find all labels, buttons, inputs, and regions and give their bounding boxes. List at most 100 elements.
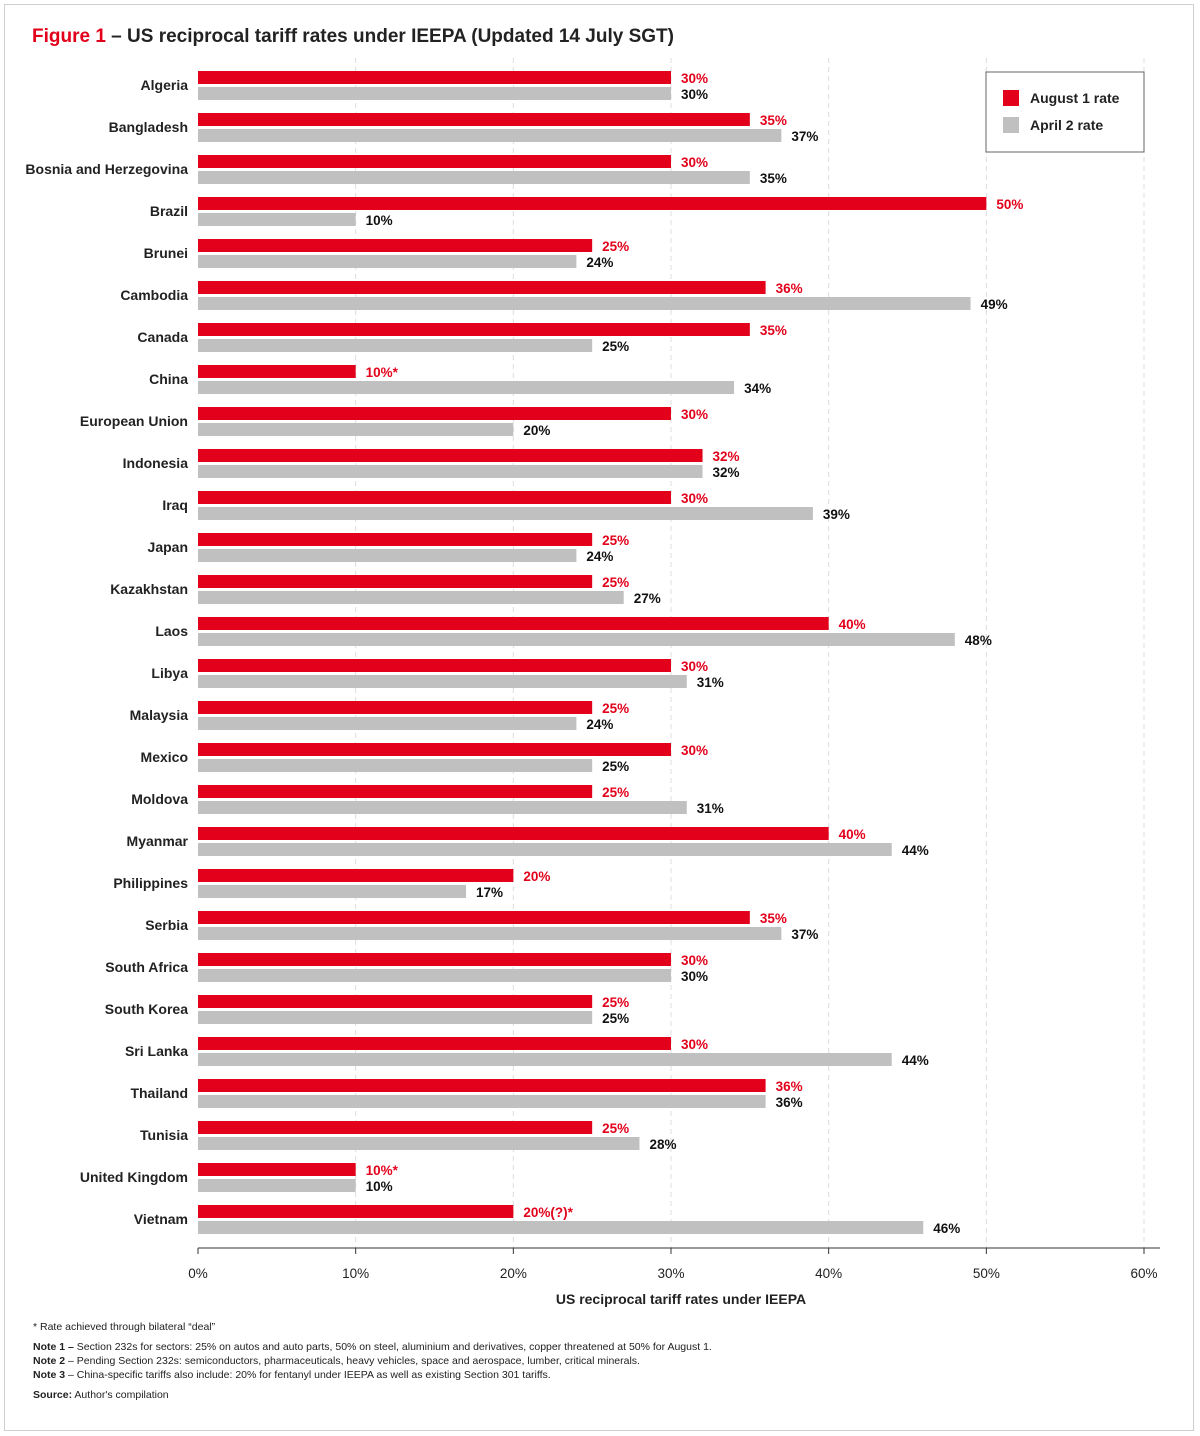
chart-notes: * Rate achieved through bilateral “deal”… [33,1320,712,1402]
data-label-august: 30% [681,407,708,422]
data-label-april: 28% [649,1137,676,1152]
data-label-august: 20%(?)* [523,1205,573,1220]
data-label-april: 44% [902,1053,929,1068]
category-label: Sri Lanka [125,1043,188,1059]
category-label: Mexico [141,749,188,765]
data-label-april: 25% [602,1011,629,1026]
data-label-april: 34% [744,381,771,396]
bar-august [198,1163,356,1176]
bar-april [198,423,514,436]
legend-swatch-august [1003,90,1019,106]
category-label: Brazil [150,203,188,219]
bar-april [198,633,955,646]
data-label-august: 30% [681,1037,708,1052]
data-label-august: 25% [602,701,629,716]
data-label-april: 17% [476,885,503,900]
category-label: Kazakhstan [110,581,188,597]
category-label: European Union [80,413,188,429]
bar-april [198,1095,766,1108]
category-label: Myanmar [127,833,189,849]
figure-label: Figure 1 [32,26,106,47]
category-label: Malaysia [130,707,189,723]
note-1: Note 1 – Section 232s for sectors: 25% o… [33,1340,712,1354]
category-label: Vietnam [134,1211,188,1227]
note-2-text: – Pending Section 232s: semiconductors, … [65,1355,640,1367]
data-label-august: 40% [839,617,866,632]
note-3-text: – China-specific tariffs also include: 2… [65,1369,551,1381]
bar-august [198,113,750,126]
bar-chart: Algeria 30%30%Bangladesh 35%37%Bosnia and … [25,58,1160,1307]
bar-august [198,659,671,672]
bar-april [198,255,577,268]
data-label-august: 10%* [366,1163,399,1178]
data-label-august: 25% [602,1121,629,1136]
x-axis-label: US reciprocal tariff rates under IEEPA [556,1291,806,1307]
data-label-august: 25% [602,575,629,590]
bar-april [198,297,971,310]
bar-april [198,759,593,772]
category-label: Bangladesh [109,119,188,135]
bar-april [198,129,782,142]
category-label: Iraq [162,497,188,513]
bar-august [198,785,593,798]
bar-august [198,449,703,462]
x-tick-label: 60% [1130,1266,1157,1281]
bar-april [198,1221,924,1234]
data-label-april: 24% [586,717,613,732]
bar-august [198,827,829,840]
category-label: Japan [148,539,188,555]
data-label-august: 30% [681,953,708,968]
data-label-april: 37% [791,927,818,942]
data-label-april: 30% [681,969,708,984]
bar-august [198,323,750,336]
legend-box [985,71,1145,153]
data-label-august: 30% [681,659,708,674]
data-label-april: 49% [981,297,1008,312]
data-label-april: 10% [366,213,393,228]
data-label-august: 36% [776,281,803,296]
category-label: United Kingdom [80,1169,188,1185]
bar-august [198,281,766,294]
bar-august [198,575,593,588]
category-label: Laos [155,623,188,639]
data-label-april: 32% [713,465,740,480]
data-label-april: 46% [933,1221,960,1236]
x-tick-label: 30% [657,1266,684,1281]
category-label: Philippines [113,875,188,891]
data-label-august: 20% [523,869,550,884]
bar-april [198,1179,356,1192]
bar-august [198,155,671,168]
data-label-april: 30% [681,87,708,102]
data-label-april: 31% [697,675,724,690]
category-label: Brunei [144,245,188,261]
bar-april [198,549,577,562]
bar-april [198,675,687,688]
source-text: Author's compilation [72,1389,169,1401]
bar-august [198,743,671,756]
category-label: Thailand [130,1085,188,1101]
bar-april [198,591,624,604]
category-label: Moldova [131,791,188,807]
data-label-august: 35% [760,323,787,338]
category-label: South Africa [105,959,188,975]
bar-april [198,339,593,352]
data-label-april: 44% [902,843,929,858]
bar-april [198,801,687,814]
bar-august [198,1205,514,1218]
x-tick-label: 20% [500,1266,527,1281]
bar-april [198,885,467,898]
data-label-august: 25% [602,785,629,800]
category-label: Canada [137,329,188,345]
data-label-april: 48% [965,633,992,648]
data-label-august: 25% [602,533,629,548]
note-3: Note 3 – China-specific tariffs also inc… [33,1368,712,1382]
data-label-august: 35% [760,911,787,926]
bar-april [198,465,703,478]
bar-august [198,911,750,924]
data-label-august: 25% [602,239,629,254]
category-label: Serbia [145,917,188,933]
data-label-august: 10%* [366,365,399,380]
bar-august [198,1079,766,1092]
data-label-august: 25% [602,995,629,1010]
bar-april [198,927,782,940]
